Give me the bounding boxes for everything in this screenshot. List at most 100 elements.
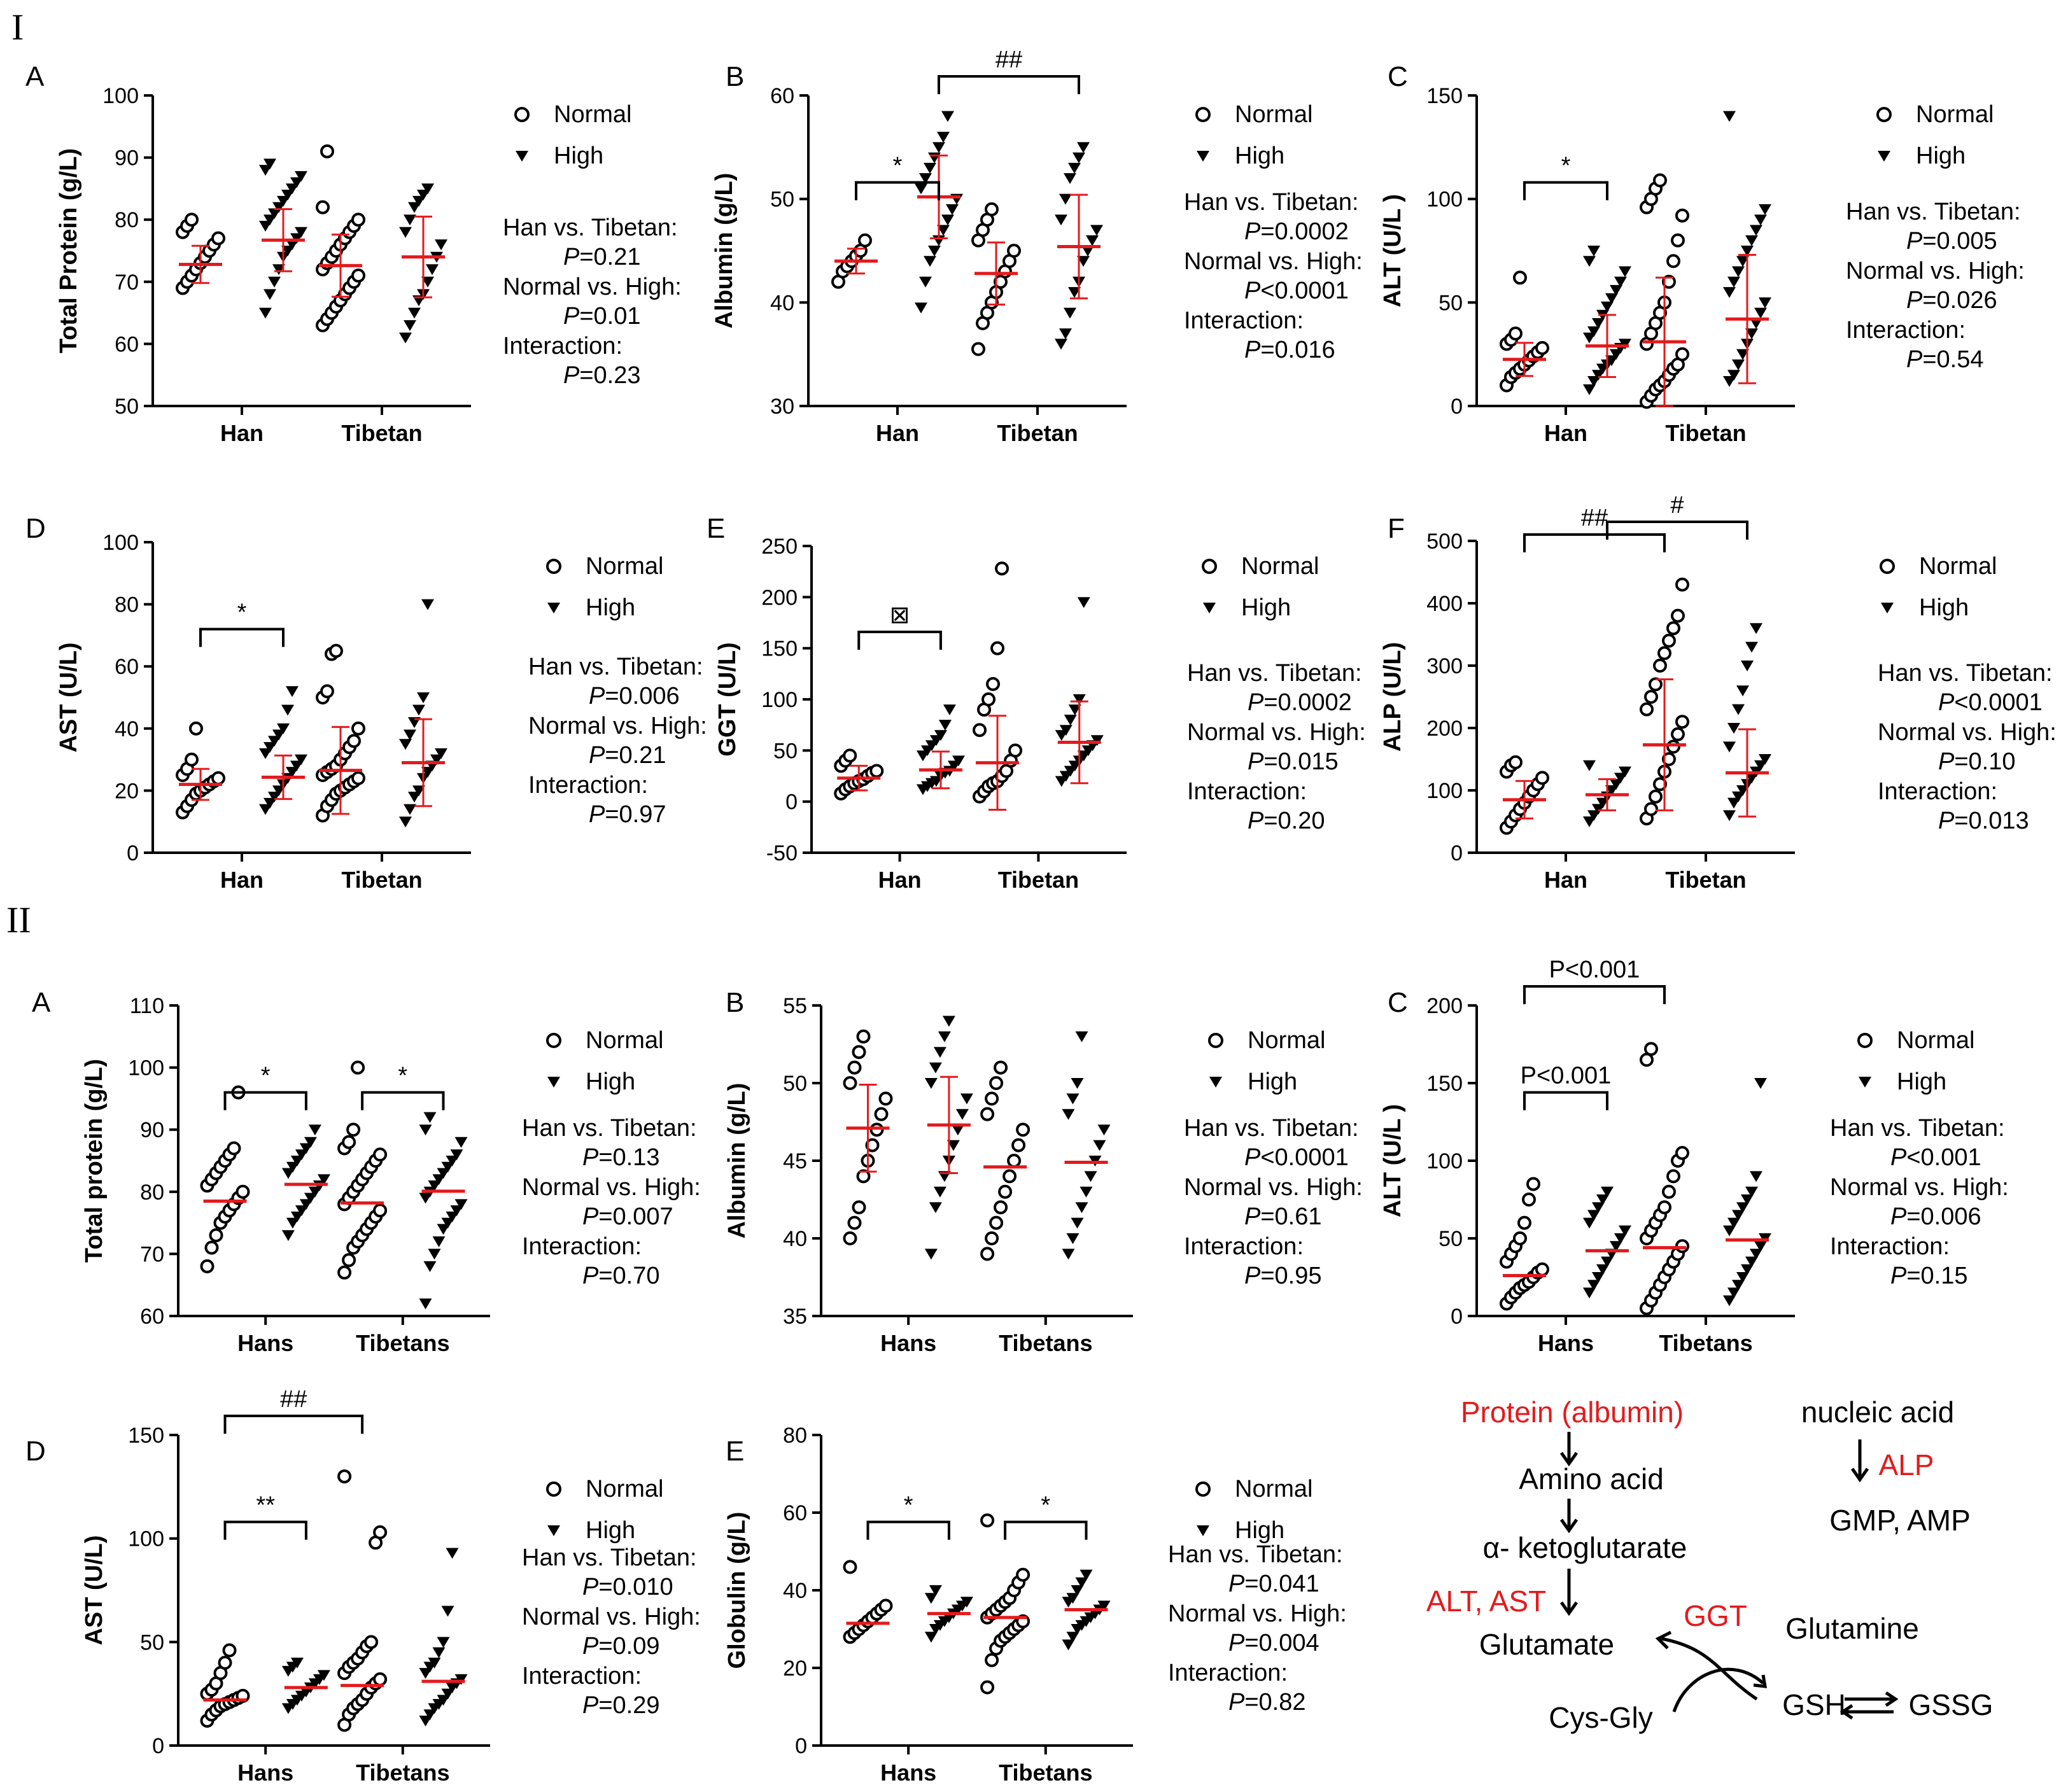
data-point-high <box>1066 1233 1080 1244</box>
data-point-high <box>286 1217 299 1229</box>
y-tick-label: 100 <box>128 1056 164 1081</box>
data-point-high <box>915 302 927 314</box>
p-value: =0.95 <box>1260 1263 1321 1289</box>
stat-label: Interaction: <box>1168 1660 1288 1686</box>
data-point-high <box>1754 214 1767 226</box>
data-point-high <box>1073 694 1086 705</box>
legend-label-high: High <box>586 594 635 621</box>
significance-bracket <box>855 181 940 200</box>
stat-value: P=0.010 <box>582 1574 673 1600</box>
legend-marker-high <box>547 1077 560 1088</box>
p-symbol: P <box>589 683 605 710</box>
data-point-high <box>419 1668 432 1679</box>
x-tick-label: Tibetans <box>999 1330 1092 1356</box>
legend: Normal High <box>1880 553 1997 621</box>
data-point-normal <box>1640 702 1654 717</box>
data-point-high <box>937 225 950 236</box>
data-point-high <box>1587 375 1600 387</box>
y-tick-label: 50 <box>115 395 139 419</box>
data-point-high <box>308 1186 321 1198</box>
data-point-high <box>1073 152 1085 164</box>
data-point-normal <box>351 1060 365 1075</box>
x-tick-label: Tibetans <box>356 1330 449 1356</box>
data-point-normal <box>1653 173 1667 188</box>
data-point-high <box>404 729 416 741</box>
data-point-high <box>1592 1272 1605 1283</box>
stat-value: P=0.54 <box>1906 346 1984 373</box>
stat-value: P=0.10 <box>1938 748 2016 775</box>
stat-label: Han vs. Tibetan: <box>522 1544 697 1571</box>
data-point-high <box>399 227 412 238</box>
stat-value: P=0.09 <box>582 1633 660 1660</box>
data-point-high <box>421 599 434 610</box>
arrowhead-ggt-upper <box>1655 1630 1672 1649</box>
data-point-normal <box>986 676 1001 691</box>
legend-marker-normal <box>1857 1033 1873 1048</box>
data-point-normal <box>1007 244 1021 258</box>
y-tick-label: 50 <box>1438 291 1463 315</box>
significance-label: * <box>261 1063 271 1089</box>
y-tick-label: 150 <box>1426 1072 1463 1096</box>
data-point-normal <box>980 1513 995 1528</box>
data-point-high <box>1064 715 1077 726</box>
p-symbol: P <box>563 303 580 330</box>
stat-label: Interaction: <box>1830 1233 1950 1260</box>
stat-value: P=0.004 <box>1228 1630 1319 1656</box>
data-point-high <box>1080 1186 1093 1198</box>
data-point-high <box>1741 246 1754 256</box>
data-point-normal <box>1644 690 1658 704</box>
legend: Normal High <box>546 1476 663 1544</box>
data-point-normal <box>847 1215 862 1230</box>
data-point-high <box>924 162 936 174</box>
data-point-high <box>435 748 447 759</box>
p-symbol: P <box>1244 1263 1261 1289</box>
data-point-high <box>1614 1233 1627 1244</box>
data-point-high <box>408 307 421 319</box>
data-point-normal <box>989 1215 1004 1230</box>
p-value: =0.15 <box>1906 1263 1967 1289</box>
p-value: =0.004 <box>1244 1630 1319 1656</box>
y-axis-label: Total protein (g/L) <box>81 1059 108 1263</box>
data-point-high <box>1759 297 1771 309</box>
chart-ii-e: E 0 20 40 60 80 Globulin (g/L) Hans Tibetans * * No… <box>724 1424 1347 1786</box>
data-point-high <box>286 239 299 251</box>
legend-label-high: High <box>554 143 603 169</box>
data-point-high <box>1736 349 1749 360</box>
y-tick-label: 150 <box>1426 84 1463 108</box>
data-point-normal <box>1657 1200 1671 1215</box>
chart-ii-b: B 35 40 45 50 55 Albumin (g/L) Hans Tibetans Norm… <box>724 987 1363 1356</box>
data-point-high <box>1614 773 1627 784</box>
x-tick-label: Han <box>220 420 264 446</box>
data-point-high <box>1084 1171 1097 1182</box>
data-point-high <box>1741 1264 1754 1275</box>
x-tick-label: Tibetans <box>356 1760 449 1786</box>
stat-label: Han vs. Tibetan: <box>1187 660 1362 687</box>
data-point-high <box>1723 287 1736 298</box>
x-tick-label: Hans <box>237 1760 293 1786</box>
data-point-high <box>281 1168 295 1179</box>
data-point-high <box>1596 1194 1609 1205</box>
stat-value: P=0.041 <box>1228 1571 1319 1597</box>
data-point-normal <box>200 1259 215 1273</box>
data-point-normal <box>1644 802 1658 816</box>
y-axis-label: ALT (U/L ) <box>1379 1104 1406 1217</box>
stat-label: Han vs. Tibetan: <box>1830 1115 2005 1142</box>
y-axis-label: ALP (U/L) <box>1379 642 1406 752</box>
data-point-high <box>924 256 936 267</box>
data-point-normal <box>1657 646 1671 661</box>
data-point-high <box>412 195 425 207</box>
data-point-high <box>1736 256 1749 267</box>
y-tick-label: 50 <box>770 188 794 212</box>
x-tick-label: Tibetans <box>999 1760 1092 1786</box>
data-point-normal <box>874 1107 889 1121</box>
legend-label-normal: Normal <box>1897 1027 1974 1054</box>
y-tick-label: 35 <box>783 1305 807 1329</box>
data-point-normal <box>973 723 987 738</box>
data-point-normal <box>1517 1215 1531 1230</box>
data-point-high <box>290 1211 304 1222</box>
data-point-high <box>1736 685 1749 697</box>
significance-bracket <box>1523 1091 1608 1110</box>
data-point-high <box>428 1249 441 1260</box>
